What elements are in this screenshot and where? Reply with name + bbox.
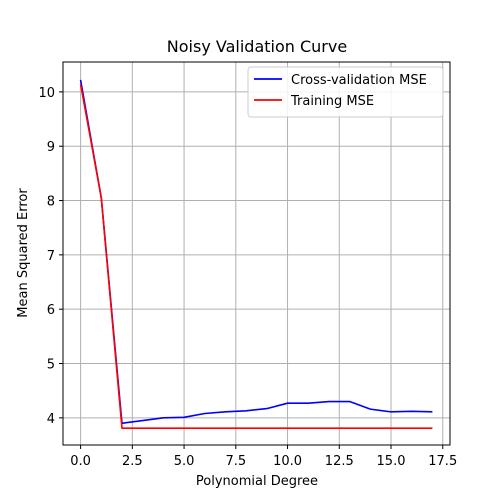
y-tick-label: 6 xyxy=(47,303,55,318)
chart-title: Noisy Validation Curve xyxy=(167,37,347,56)
x-tick-label: 0.0 xyxy=(70,454,91,469)
x-tick-label: 15.0 xyxy=(377,454,406,469)
y-axis: 4 5 6 7 8 9 10 xyxy=(38,86,63,427)
legend-label: Cross-validation MSE xyxy=(291,73,427,88)
series-line-1 xyxy=(79,84,433,429)
legend-box xyxy=(247,66,444,118)
x-tick-label: 5.0 xyxy=(174,454,195,469)
x-tick-label: 2.5 xyxy=(122,454,143,469)
legend: Cross-validation MSE Training MSE xyxy=(247,66,444,118)
y-tick-label: 4 xyxy=(47,412,55,427)
legend-label: Training MSE xyxy=(290,94,374,109)
x-tick-label: 17.5 xyxy=(428,454,457,469)
y-tick-label: 7 xyxy=(47,249,55,264)
x-tick-label: 12.5 xyxy=(325,454,354,469)
y-tick-label: 5 xyxy=(47,358,55,373)
x-axis-label: Polynomial Degree xyxy=(196,474,318,489)
series-lines xyxy=(79,79,433,429)
x-tick-label: 10.0 xyxy=(273,454,302,469)
y-axis-label: Mean Squared Error xyxy=(16,188,31,318)
y-tick-label: 10 xyxy=(38,86,55,101)
plot-frame xyxy=(62,61,451,446)
y-tick-label: 9 xyxy=(47,140,55,155)
x-tick-label: 7.5 xyxy=(225,454,246,469)
x-axis: 0.0 2.5 5.0 7.5 10.0 12.5 15.0 17.5 xyxy=(70,445,457,469)
series-line-0 xyxy=(79,79,433,425)
y-tick-label: 8 xyxy=(47,195,55,210)
